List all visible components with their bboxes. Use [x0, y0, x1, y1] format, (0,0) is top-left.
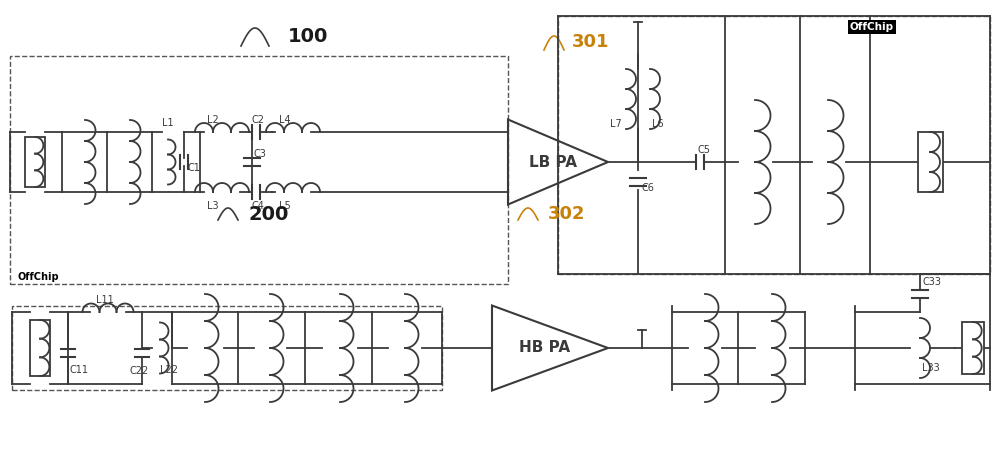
Text: C11: C11: [70, 365, 89, 375]
Bar: [12, 306, 442, 390]
Text: 200: 200: [248, 204, 288, 224]
Text: L7: L7: [610, 119, 622, 129]
Bar: [30, 320, 50, 376]
Text: 100: 100: [288, 27, 328, 46]
Text: HB PA: HB PA: [519, 340, 571, 356]
Bar: [10, 56, 508, 284]
Text: C1: C1: [187, 163, 200, 173]
Bar: [918, 132, 943, 192]
Text: L11: L11: [96, 295, 114, 305]
Text: OffChip: OffChip: [17, 272, 59, 282]
Text: L22: L22: [160, 365, 178, 375]
Text: L1: L1: [162, 118, 174, 128]
Bar: [558, 16, 990, 274]
Text: C4: C4: [252, 201, 265, 211]
Text: C2: C2: [252, 115, 265, 125]
Text: L6: L6: [652, 119, 664, 129]
Text: LB PA: LB PA: [529, 155, 577, 170]
Text: C33: C33: [922, 277, 941, 287]
Text: 301: 301: [572, 33, 610, 51]
Text: L4: L4: [279, 115, 291, 125]
Text: C5: C5: [697, 145, 710, 155]
Text: C22: C22: [130, 366, 149, 376]
Text: L33: L33: [922, 363, 940, 373]
Text: C6: C6: [642, 183, 655, 193]
Text: L3: L3: [207, 201, 219, 211]
Text: 302: 302: [548, 205, 586, 223]
Text: C3: C3: [254, 149, 267, 159]
Bar: [962, 322, 984, 374]
Text: L2: L2: [207, 115, 219, 125]
Text: OffChip: OffChip: [850, 22, 894, 32]
Text: L5: L5: [279, 201, 291, 211]
Bar: [25, 137, 45, 187]
